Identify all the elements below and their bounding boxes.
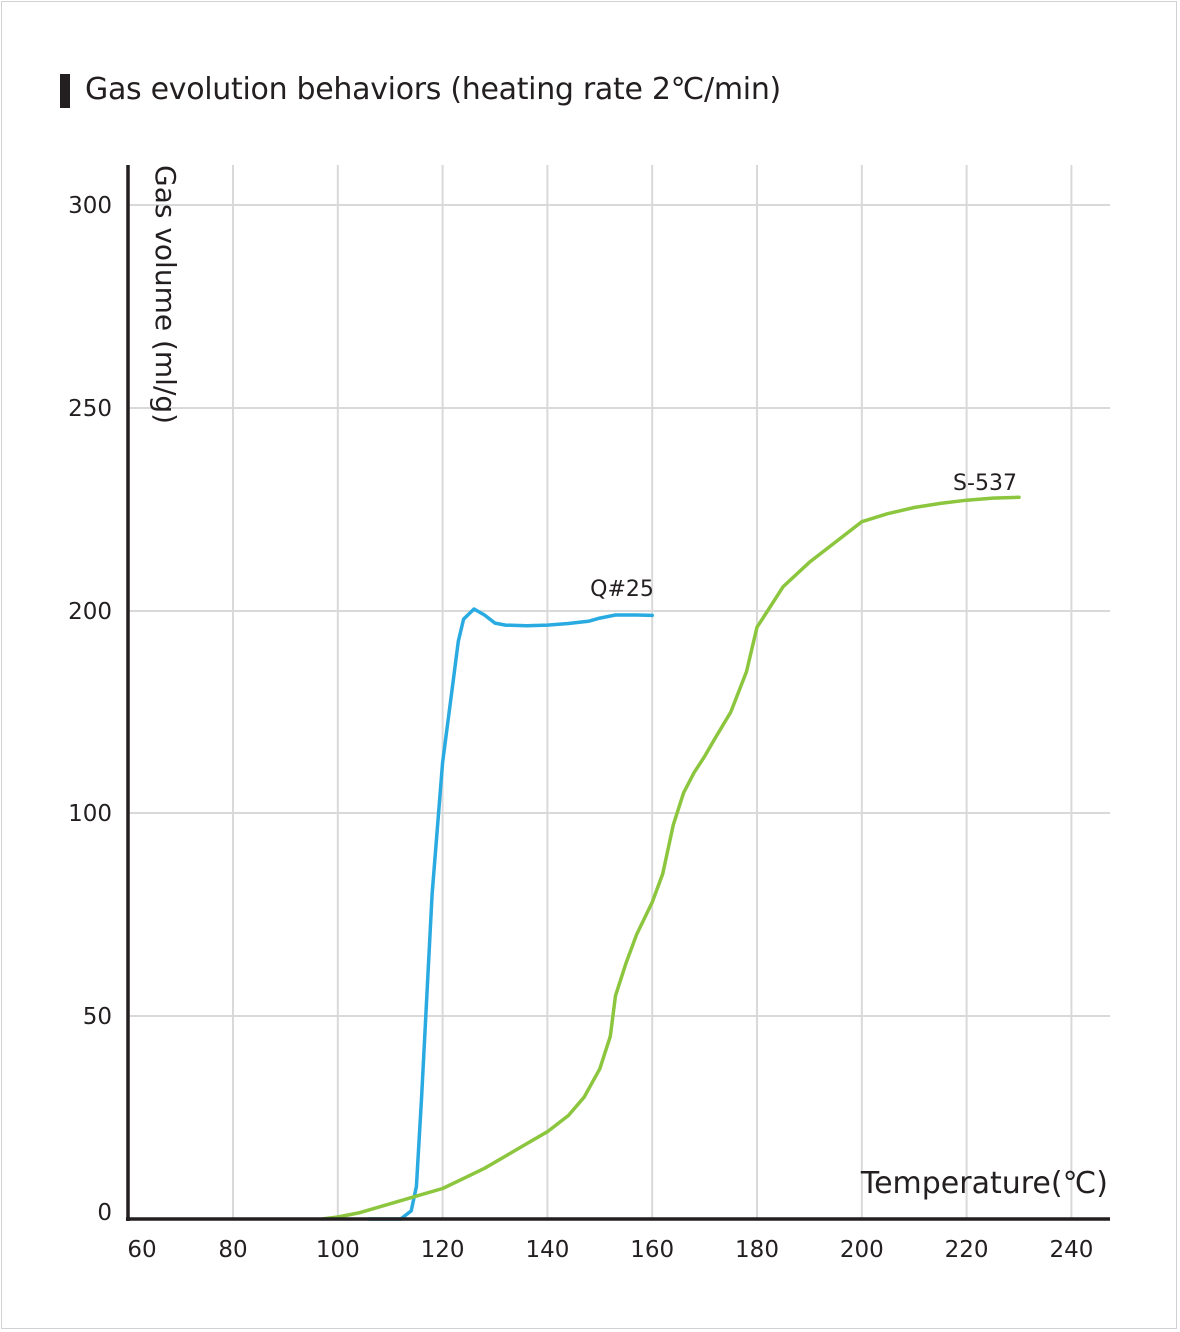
title-marker (60, 74, 70, 108)
x-tick-label: 200 (840, 1237, 884, 1263)
x-tick-label: 240 (1049, 1237, 1093, 1263)
x-axis-label: Temperature(℃) (860, 1166, 1108, 1201)
y-tick-label: 300 (68, 193, 112, 219)
x-tick-label: 220 (945, 1237, 989, 1263)
y-tick-label: 100 (68, 801, 112, 827)
y-tick-label: 200 (68, 599, 112, 625)
y-tick-label: 250 (68, 396, 112, 422)
x-tick-label: 160 (630, 1237, 674, 1263)
chart-title: Gas evolution behaviors (heating rate 2℃… (85, 72, 781, 107)
x-tick-label: 100 (316, 1237, 360, 1263)
series-label: S-537 (953, 471, 1017, 496)
x-tick-label: 180 (735, 1237, 779, 1263)
series-line-q-25 (367, 607, 654, 1221)
series-label: Q#25 (590, 577, 654, 602)
series-line-s-537 (320, 495, 1021, 1221)
x-tick-label: 60 (127, 1237, 156, 1263)
x-tick-label: 140 (525, 1237, 569, 1263)
x-tick-label: 80 (218, 1237, 247, 1263)
x-tick-label: 120 (421, 1237, 465, 1263)
y-tick-label: 0 (97, 1200, 112, 1226)
y-tick-label: 50 (83, 1004, 112, 1030)
y-axis-label: Gas volume (ml/g) (149, 165, 182, 424)
